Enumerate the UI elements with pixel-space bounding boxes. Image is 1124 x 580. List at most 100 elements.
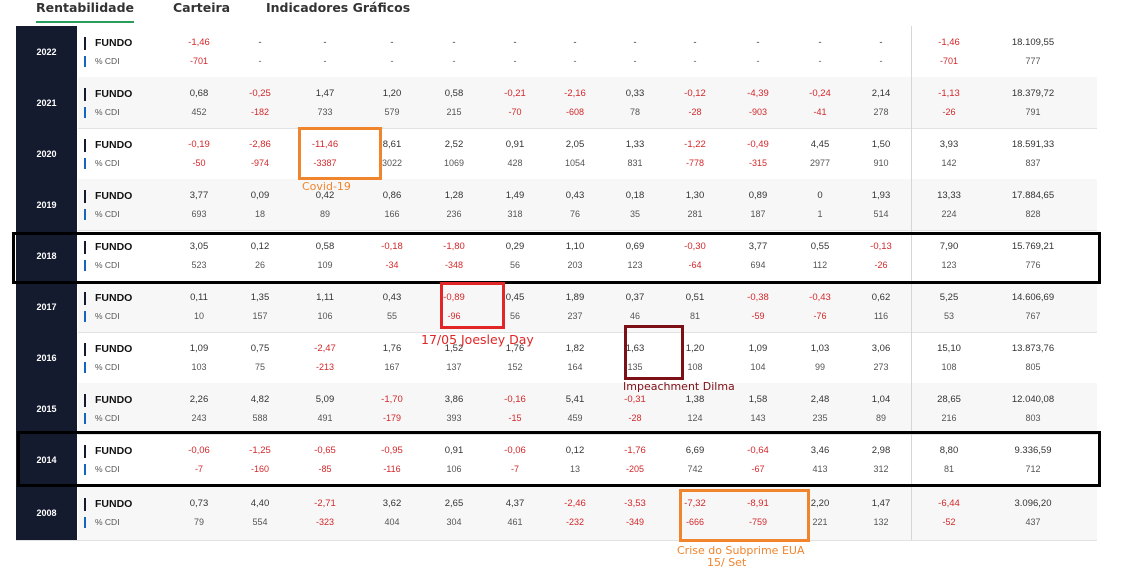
fundo-value: -0,16 [504, 393, 526, 405]
covid-annotation: Covid-19 [302, 180, 351, 193]
fundo-marker [84, 87, 86, 101]
cdi-value: 108 [941, 361, 957, 372]
fundo-value: 1,49 [505, 189, 525, 201]
highlight-joesley [440, 282, 505, 329]
fundo-value: 1,20 [685, 342, 705, 354]
fundo-value: - [258, 36, 262, 48]
fundo-value: -0,95 [381, 444, 403, 456]
cdi-label: % CDI [95, 106, 120, 117]
fundo-value: 0,55 [810, 240, 830, 252]
fundo-value: 3,77 [748, 240, 768, 252]
divider [77, 179, 78, 230]
cdi-value: 273 [873, 361, 889, 372]
cdi-value: -205 [625, 463, 644, 474]
table-row: 2008 FUNDO % CDI 0,73 4,40 -2,71 3,62 2,65 4,37 -… [16, 485, 1097, 541]
tab-carteira[interactable]: Carteira [173, 0, 231, 15]
cdi-value: -41 [813, 106, 827, 117]
table-row: 2017 FUNDO % CDI 0,11 1,35 1,11 0,43 -0,89 0,45 1… [16, 281, 1097, 333]
fundo-value: 1,82 [565, 342, 585, 354]
fundo-value: 4,40 [250, 497, 270, 509]
fundo-value: 18.379,72 [1011, 87, 1055, 99]
fundo-value: -0,38 [747, 291, 769, 303]
fundo-value: -0,25 [249, 87, 271, 99]
cdi-value: 776 [1025, 259, 1041, 270]
fundo-value: - [513, 36, 517, 48]
cdi-value: 124 [687, 412, 703, 423]
fundo-value: 0,89 [748, 189, 768, 201]
tab-indicadores-graficos[interactable]: Indicadores Gráficos [266, 0, 411, 15]
cdi-value: 588 [252, 412, 268, 423]
fundo-value: 0,91 [505, 138, 525, 150]
fundo-value: 1,03 [810, 342, 830, 354]
cdi-value: 53 [943, 310, 954, 321]
cdi-value: -349 [625, 516, 644, 527]
joesley-annotation: 17/05 Joesley Day [421, 332, 534, 347]
fundo-value: 0,18 [625, 189, 645, 201]
cdi-value: 579 [384, 106, 400, 117]
fundo-value: 3,86 [444, 393, 464, 405]
rentabilidade-table: 2022 FUNDO % CDI -1,46 - - - - - - - - - - - -1,46 18.10… [16, 26, 1097, 541]
fundo-value: 2,65 [444, 497, 464, 509]
cdi-marker [84, 516, 86, 528]
cdi-value: -28 [688, 106, 702, 117]
divider [77, 77, 78, 128]
fundo-value: 0,33 [625, 87, 645, 99]
year-label: 2015 [16, 383, 77, 434]
cdi-value: -315 [748, 157, 767, 168]
cdi-value: 81 [689, 310, 700, 321]
cdi-value: 18 [254, 208, 265, 219]
fundo-value: -1,46 [188, 36, 210, 48]
divider [77, 230, 78, 281]
cdi-value: 278 [873, 106, 889, 117]
highlight-subprime [679, 489, 810, 542]
cdi-value: - [452, 55, 456, 66]
fundo-value: -4,39 [747, 87, 769, 99]
subprime-date-annotation: 15/ Set [707, 556, 747, 569]
fundo-value: 2,26 [189, 393, 209, 405]
fundo-value: 18.591,33 [1011, 138, 1055, 150]
cdi-value: -59 [751, 310, 765, 321]
cdi-label: % CDI [95, 157, 120, 168]
cdi-value: - [258, 55, 262, 66]
cdi-value: 828 [1025, 208, 1041, 219]
tab-rentabilidade[interactable]: Rentabilidade [36, 0, 135, 23]
cdi-value: -778 [685, 157, 704, 168]
fundo-value: 1,50 [871, 138, 891, 150]
fundo-label: FUNDO [95, 497, 133, 510]
fundo-value: -0,13 [870, 240, 892, 252]
year-label: 2014 [16, 434, 77, 485]
cdi-value: 221 [812, 516, 828, 527]
highlight-covid [298, 127, 382, 180]
fundo-value: 0,68 [189, 87, 209, 99]
divider [77, 128, 78, 179]
fundo-value: 6,69 [685, 444, 705, 456]
cdi-value: 164 [567, 361, 583, 372]
year-label: 2017 [16, 281, 77, 332]
cdi-value: - [390, 55, 394, 66]
cdi-value: -608 [565, 106, 584, 117]
fundo-value: -0,89 [443, 291, 465, 303]
fundo-value: 0,42 [315, 189, 335, 201]
cdi-value: 46 [629, 310, 640, 321]
cdi-value: 216 [941, 412, 957, 423]
cdi-value: 167 [384, 361, 400, 372]
cdi-value: 26 [254, 259, 265, 270]
fundo-value: -1,70 [381, 393, 403, 405]
cdi-value: -34 [385, 259, 399, 270]
cdi-label: % CDI [95, 463, 120, 474]
fundo-value: 0,86 [382, 189, 402, 201]
fundo-label: FUNDO [95, 240, 133, 253]
cdi-value: 81 [943, 463, 954, 474]
fundo-value: 17.884,65 [1011, 189, 1055, 201]
cdi-value: 523 [191, 259, 207, 270]
fundo-value: 1,30 [685, 189, 705, 201]
fundo-label: FUNDO [95, 393, 133, 406]
fundo-value: 0,69 [625, 240, 645, 252]
cdi-value: 89 [875, 412, 886, 423]
year-label: 2019 [16, 179, 77, 230]
year-label: 2008 [16, 485, 77, 540]
fundo-value: -3,53 [624, 497, 646, 509]
cdi-value: 281 [687, 208, 703, 219]
cdi-value: 76 [569, 208, 580, 219]
divider [77, 434, 78, 485]
